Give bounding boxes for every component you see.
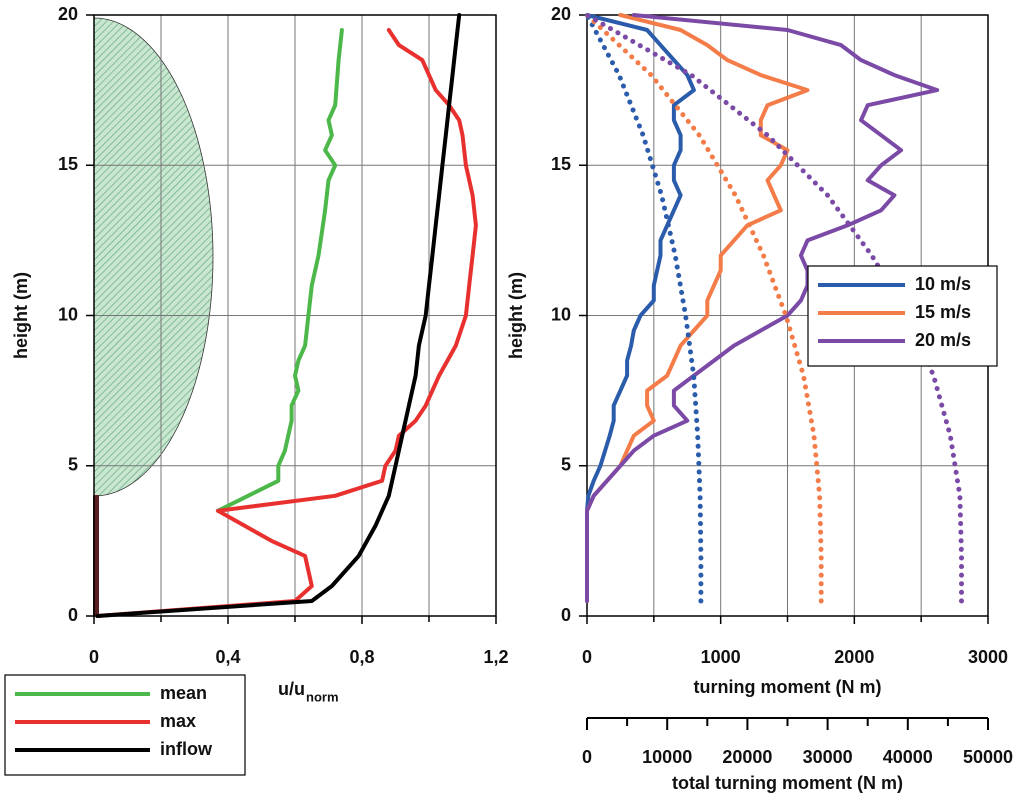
x-axis-label: u/u [278, 679, 305, 699]
tree-crown [94, 17, 214, 497]
y-tick-label: 20 [58, 4, 78, 24]
legend-label: max [160, 711, 196, 731]
total-line [584, 12, 704, 604]
x2-tick-label: 10000 [642, 747, 692, 767]
legend-box [807, 265, 998, 367]
legend-label: 10 m/s [915, 274, 971, 294]
total-line [584, 12, 824, 604]
x-tick-label: 0 [582, 647, 592, 667]
y-tick-label: 0 [68, 605, 78, 625]
y-tick-label: 0 [561, 605, 571, 625]
legend-label: mean [160, 683, 207, 703]
x-tick-label: 1,2 [483, 647, 508, 667]
x2-tick-label: 20000 [722, 747, 772, 767]
legend-box [4, 674, 246, 776]
y-tick-label: 20 [551, 4, 571, 24]
x2-axis-label: total turning moment (N m) [672, 773, 903, 793]
plot-frame [93, 14, 497, 617]
x2-tick-label: 0 [582, 747, 592, 767]
y-axis-label: height (m) [11, 272, 31, 359]
x-tick-label: 2000 [834, 647, 874, 667]
series-line [585, 13, 810, 603]
x-tick-label: 1000 [701, 647, 741, 667]
y-tick-label: 5 [68, 455, 78, 475]
x-axis-label-subscript: norm [306, 689, 339, 704]
legend-label: 20 m/s [915, 330, 971, 350]
y-tick-label: 15 [551, 154, 571, 174]
legend-label: inflow [160, 739, 213, 759]
y-tick-label: 10 [58, 304, 78, 324]
y-tick-label: 15 [58, 154, 78, 174]
y-axis-label: height (m) [506, 272, 526, 359]
series-line [95, 13, 462, 618]
x2-tick-label: 50000 [963, 747, 1013, 767]
legend-label: 15 m/s [915, 302, 971, 322]
series-line [215, 28, 344, 513]
series-line [585, 13, 696, 603]
x-tick-label: 3000 [968, 647, 1008, 667]
x2-tick-label: 40000 [883, 747, 933, 767]
x-tick-label: 0,4 [215, 647, 240, 667]
x-tick-label: 0,8 [349, 647, 374, 667]
x-tick-label: 0 [89, 647, 99, 667]
tree-trunk [93, 495, 99, 616]
x2-tick-label: 30000 [803, 747, 853, 767]
y-tick-label: 5 [561, 455, 571, 475]
y-tick-label: 10 [551, 304, 571, 324]
x-axis-label: turning moment (N m) [694, 677, 882, 697]
